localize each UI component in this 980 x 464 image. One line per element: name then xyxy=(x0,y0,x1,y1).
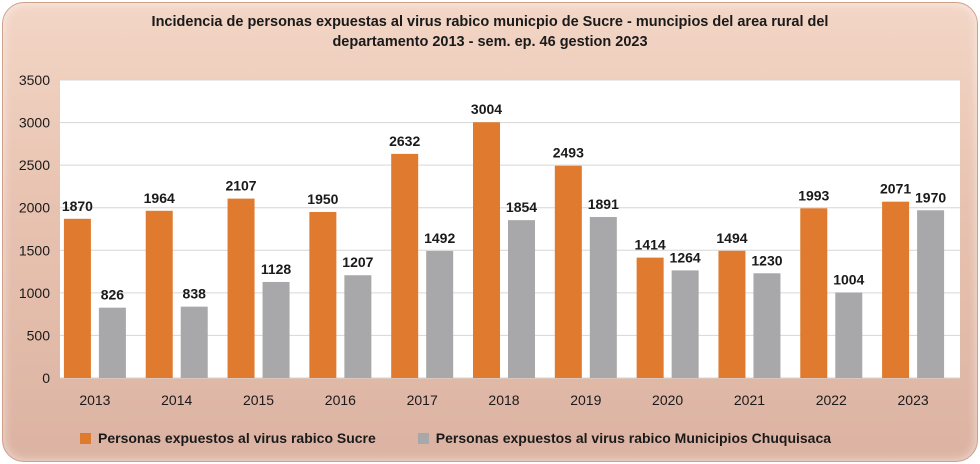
x-tick-label: 2020 xyxy=(652,392,683,408)
y-tick-label: 3000 xyxy=(19,115,50,131)
bar-chuquisaca xyxy=(180,306,208,378)
legend-label-sucre: Personas expuestos al virus rabico Sucre xyxy=(98,430,376,446)
data-label-sucre: 2493 xyxy=(553,145,584,161)
x-tick-label: 2018 xyxy=(488,392,519,408)
y-tick-label: 1500 xyxy=(19,242,50,258)
x-tick-label: 2019 xyxy=(570,392,601,408)
bar-sucre xyxy=(554,165,582,378)
y-tick-label: 500 xyxy=(27,327,51,343)
y-tick-label: 3500 xyxy=(19,72,50,88)
data-label-chuquisaca: 1004 xyxy=(833,272,864,288)
bar-chuquisaca xyxy=(98,307,126,378)
bar-chuquisaca xyxy=(835,292,863,378)
bar-sucre xyxy=(63,218,91,378)
bar-chuquisaca xyxy=(344,275,372,378)
data-label-chuquisaca: 1891 xyxy=(588,196,619,212)
data-label-sucre: 2071 xyxy=(880,181,911,197)
data-label-chuquisaca: 838 xyxy=(183,286,207,302)
bar-chuquisaca xyxy=(589,216,617,378)
x-tick-label: 2017 xyxy=(407,392,438,408)
chart-title-line-1: Incidencia de personas expuestas al viru… xyxy=(151,14,829,30)
bar-chuquisaca xyxy=(262,281,290,378)
data-label-sucre: 1950 xyxy=(307,191,338,207)
data-label-sucre: 1964 xyxy=(144,190,175,206)
x-tick-label: 2015 xyxy=(243,392,274,408)
bar-sucre xyxy=(636,257,664,378)
chart-title: Incidencia de personas expuestas al viru… xyxy=(60,12,920,52)
data-label-sucre: 1870 xyxy=(62,198,93,214)
bar-chuquisaca xyxy=(426,250,454,378)
bar-sucre xyxy=(473,122,500,378)
data-label-chuquisaca: 826 xyxy=(101,287,125,303)
bar-sucre xyxy=(800,208,828,378)
data-label-chuquisaca: 1207 xyxy=(342,254,373,270)
y-tick-label: 2000 xyxy=(19,200,50,216)
data-label-chuquisaca: 1492 xyxy=(424,230,455,246)
chart-title-line-2: departamento 2013 - sem. ep. 46 gestion … xyxy=(332,34,648,50)
legend-item-sucre: Personas expuestos al virus rabico Sucre xyxy=(80,430,376,446)
data-label-sucre: 2632 xyxy=(389,133,420,149)
x-axis-ticks: 2013 2014 2015 2016 2017 2018 2019 2020 2021 2022… xyxy=(79,392,929,408)
bar-chuquisaca xyxy=(508,220,535,378)
bar-sucre xyxy=(227,198,255,378)
bar-chuquisaca xyxy=(671,270,699,378)
data-label-chuquisaca: 1128 xyxy=(261,261,292,277)
data-label-chuquisaca: 1230 xyxy=(751,252,782,268)
data-label-chuquisaca: 1970 xyxy=(915,189,946,205)
data-label-sucre: 1494 xyxy=(716,230,747,246)
legend-swatch-sucre xyxy=(80,432,91,444)
x-tick-label: 2013 xyxy=(79,392,110,408)
data-label-sucre: 2107 xyxy=(225,178,256,194)
x-tick-label: 2014 xyxy=(161,392,192,408)
x-tick-label: 2023 xyxy=(898,392,929,408)
bar-chuquisaca xyxy=(753,273,781,378)
bar-sucre xyxy=(145,210,173,378)
data-label-sucre: 1993 xyxy=(798,187,829,203)
legend-swatch-chuquisaca xyxy=(417,432,429,444)
y-tick-label: 1000 xyxy=(19,285,50,301)
data-label-sucre: 3004 xyxy=(471,101,502,117)
data-labels: 1870 826 1964 838 2107 1128 1950 1207 2632 1492 30… xyxy=(62,101,947,302)
bar-sucre xyxy=(718,250,746,378)
bar-sucre xyxy=(391,153,419,378)
x-tick-label: 2021 xyxy=(734,392,765,408)
data-label-chuquisaca: 1854 xyxy=(506,199,537,215)
legend-label-chuquisaca: Personas expuestos al virus rabico Munic… xyxy=(435,430,832,446)
legend-item-chuquisaca: Personas expuestos al virus rabico Munic… xyxy=(417,430,832,446)
legend: Personas expuestos al virus rabico Sucre… xyxy=(80,428,873,448)
y-tick-label: 0 xyxy=(42,370,50,386)
y-axis-ticks: 0 500 1000 1500 2000 2500 3000 3500 xyxy=(19,72,50,386)
bar-sucre xyxy=(882,201,910,378)
x-tick-label: 2016 xyxy=(325,392,356,408)
bar-sucre xyxy=(309,211,337,378)
data-label-sucre: 1414 xyxy=(635,237,666,253)
y-tick-label: 2500 xyxy=(19,157,50,173)
bars xyxy=(63,122,945,378)
x-tick-label: 2022 xyxy=(816,392,847,408)
data-label-chuquisaca: 1264 xyxy=(670,249,701,265)
bar-chuquisaca xyxy=(917,210,945,378)
